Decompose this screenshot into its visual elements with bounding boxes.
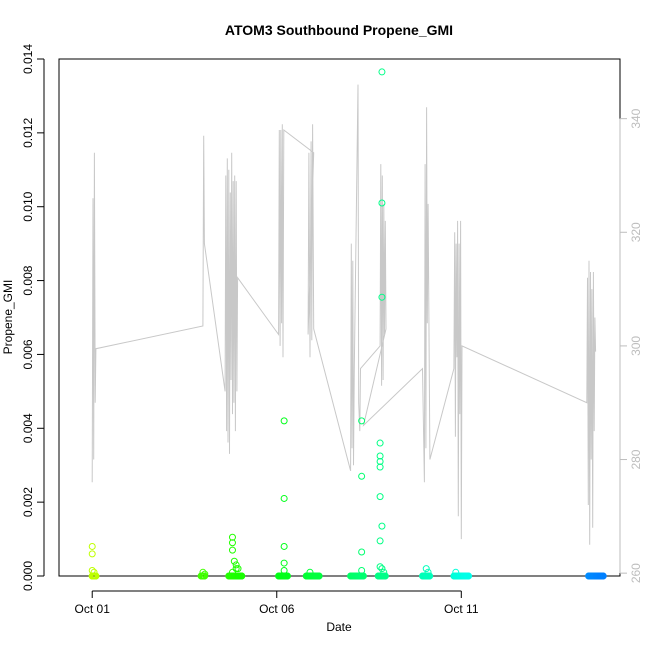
data-point [199, 568, 207, 576]
data-point [230, 557, 238, 565]
y-tick-label: 0.008 [21, 265, 35, 295]
y-tick-label: 0.014 [21, 44, 35, 74]
x-tick-label: Oct 01 [75, 602, 111, 616]
line-series-layer [91, 84, 597, 545]
y-tick-label: 0.006 [21, 339, 35, 369]
data-point [88, 542, 96, 550]
data-point [280, 542, 288, 550]
data-point [378, 565, 386, 573]
points-series-layer [88, 68, 607, 580]
data-point [232, 561, 240, 569]
data-point [378, 68, 386, 76]
data-point [358, 548, 366, 556]
data-point [381, 572, 389, 580]
y-tick-label: 0.012 [21, 118, 35, 148]
y-tick-label: 0.002 [21, 487, 35, 517]
data-point [378, 199, 386, 207]
y2-tick-label: 280 [629, 449, 643, 469]
data-point [92, 572, 100, 580]
data-point [280, 494, 288, 502]
x-axis: Oct 01 Oct 06 Oct 11 [75, 590, 479, 616]
data-point [90, 568, 98, 576]
data-point [599, 572, 607, 580]
data-point [465, 572, 473, 580]
data-point [283, 572, 291, 580]
data-point [376, 463, 384, 471]
data-point [228, 539, 236, 547]
y2-tick-label: 300 [629, 336, 643, 356]
data-point [238, 572, 246, 580]
y-tick-label: 0.010 [21, 191, 35, 221]
data-point [234, 565, 242, 573]
data-point [201, 572, 209, 580]
y2-tick-label: 260 [629, 563, 643, 583]
data-point [358, 417, 366, 425]
data-point [232, 565, 240, 573]
plot-frame [58, 58, 621, 577]
x-tick-label: Oct 11 [444, 602, 479, 616]
data-point [376, 439, 384, 447]
data-point [359, 572, 367, 580]
data-point [376, 563, 384, 571]
data-point [426, 572, 434, 580]
x-axis-label: Date [326, 620, 352, 634]
x-tick-label: Oct 06 [259, 602, 295, 616]
data-point [228, 546, 236, 554]
y-tick-label: 0.000 [21, 561, 35, 591]
y-axis-left: 0.000 0.002 0.004 0.006 0.008 0.010 0.012 0.014 [21, 44, 45, 591]
y2-tick-label: 340 [629, 108, 643, 128]
data-point [378, 293, 386, 301]
data-point [280, 417, 288, 425]
data-point [315, 572, 323, 580]
data-point [378, 522, 386, 530]
data-point [280, 559, 288, 567]
y-axis-right: 260 280 300 320 340 [619, 108, 643, 583]
y-tick-label: 0.004 [21, 413, 35, 443]
data-point [376, 493, 384, 501]
data-point [422, 565, 430, 573]
y-axis-label: Propene_GMI [1, 280, 15, 355]
chart-title: ATOM3 Southbound Propene_GMI [225, 22, 453, 38]
data-point [376, 537, 384, 545]
y2-tick-label: 320 [629, 222, 643, 242]
data-point [88, 550, 96, 558]
altitude-line [91, 84, 597, 545]
data-point [358, 472, 366, 480]
